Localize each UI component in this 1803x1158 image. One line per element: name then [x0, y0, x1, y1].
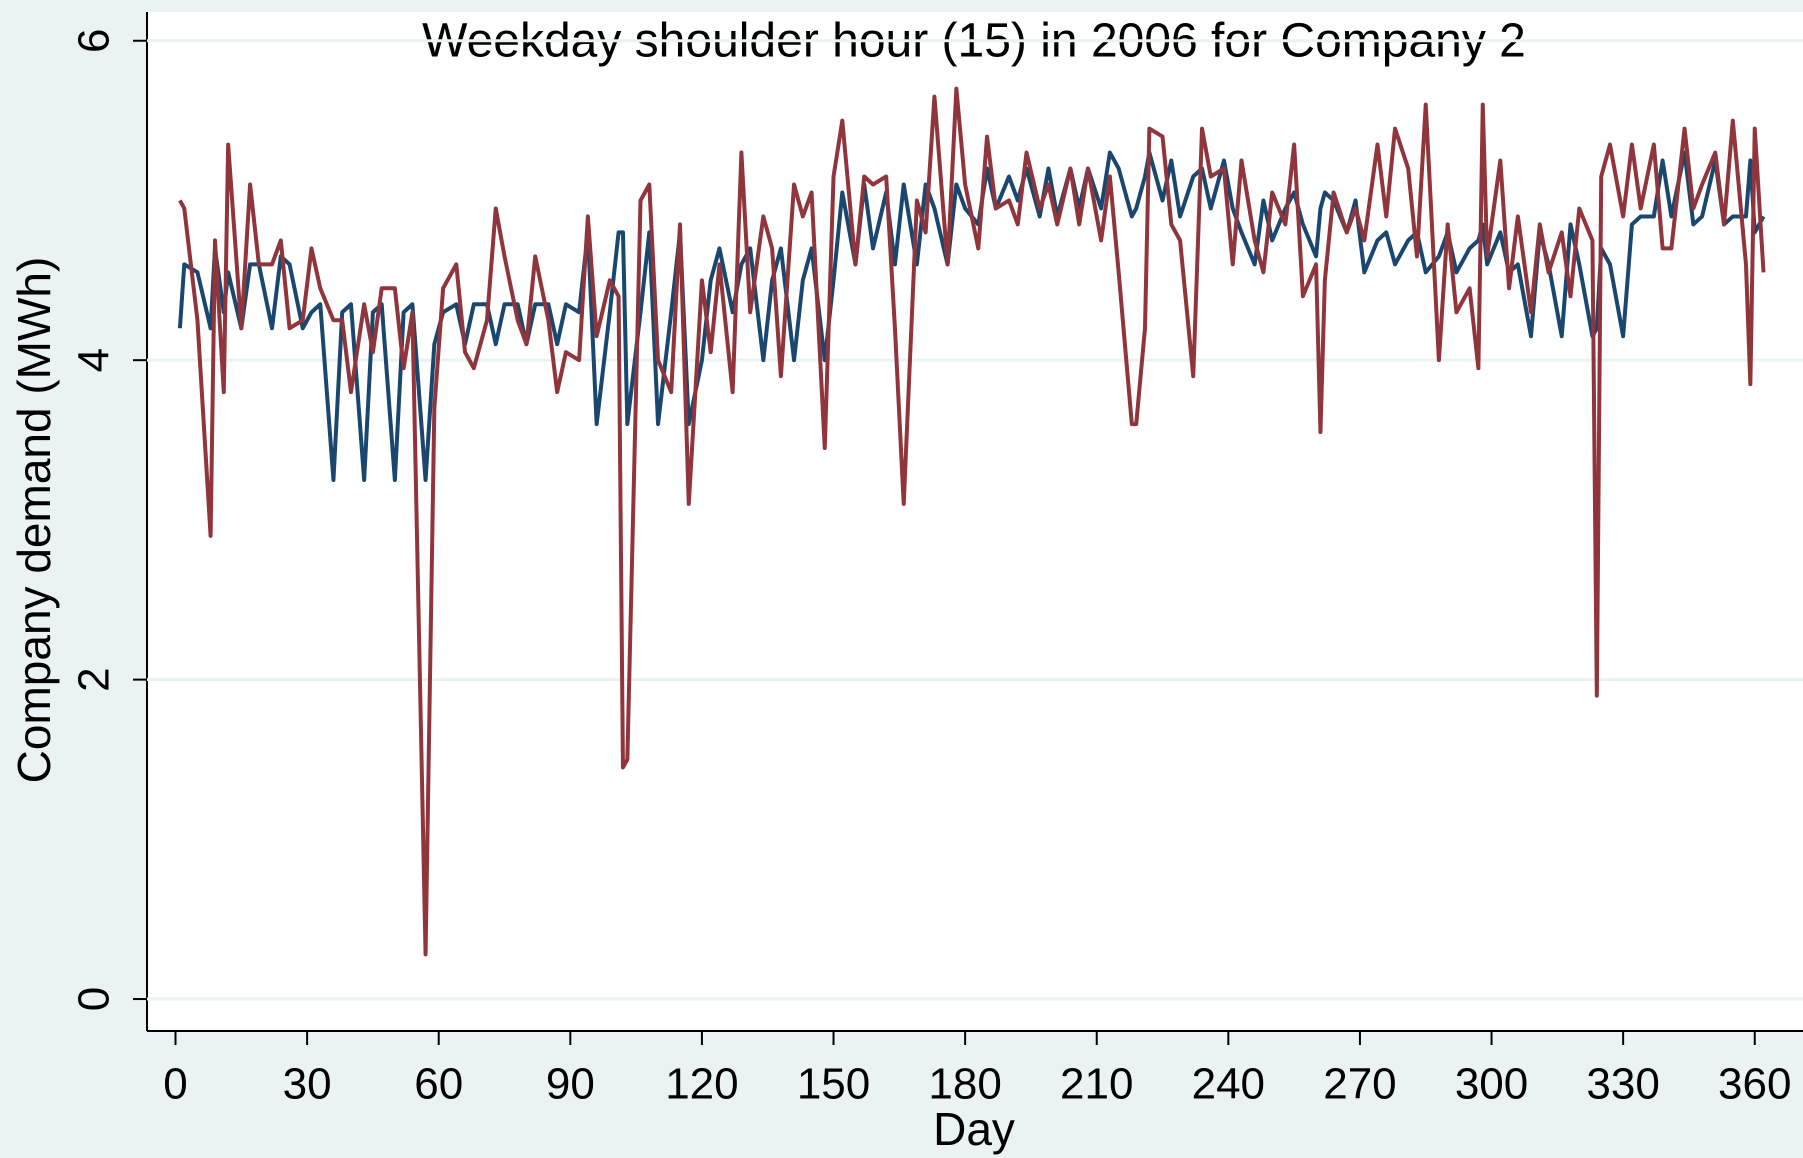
- plot-area: [147, 12, 1803, 1031]
- x-tick-label: 30: [283, 1060, 332, 1109]
- x-tick-label: 60: [414, 1060, 463, 1109]
- y-axis-title: Company demand (MWh): [8, 257, 60, 784]
- x-tick-label: 300: [1455, 1060, 1528, 1109]
- x-tick-label: 180: [928, 1060, 1001, 1109]
- y-tick-label: 4: [70, 348, 119, 372]
- y-tick-label: 6: [70, 29, 119, 53]
- x-tick-label: 270: [1323, 1060, 1396, 1109]
- x-tick-label: 90: [546, 1060, 595, 1109]
- x-tick-label: 240: [1192, 1060, 1265, 1109]
- x-tick-label: 360: [1718, 1060, 1791, 1109]
- x-axis-title: Day: [933, 1103, 1015, 1155]
- y-tick-label: 0: [70, 987, 119, 1011]
- x-tick-label: 150: [797, 1060, 870, 1109]
- series-line: [178, 86, 1766, 957]
- x-tick-label: 330: [1586, 1060, 1659, 1109]
- x-tick-label: 210: [1060, 1060, 1133, 1109]
- y-tick-label: 2: [70, 667, 119, 691]
- x-tick-label: 120: [665, 1060, 738, 1109]
- x-tick-label: 0: [163, 1060, 187, 1109]
